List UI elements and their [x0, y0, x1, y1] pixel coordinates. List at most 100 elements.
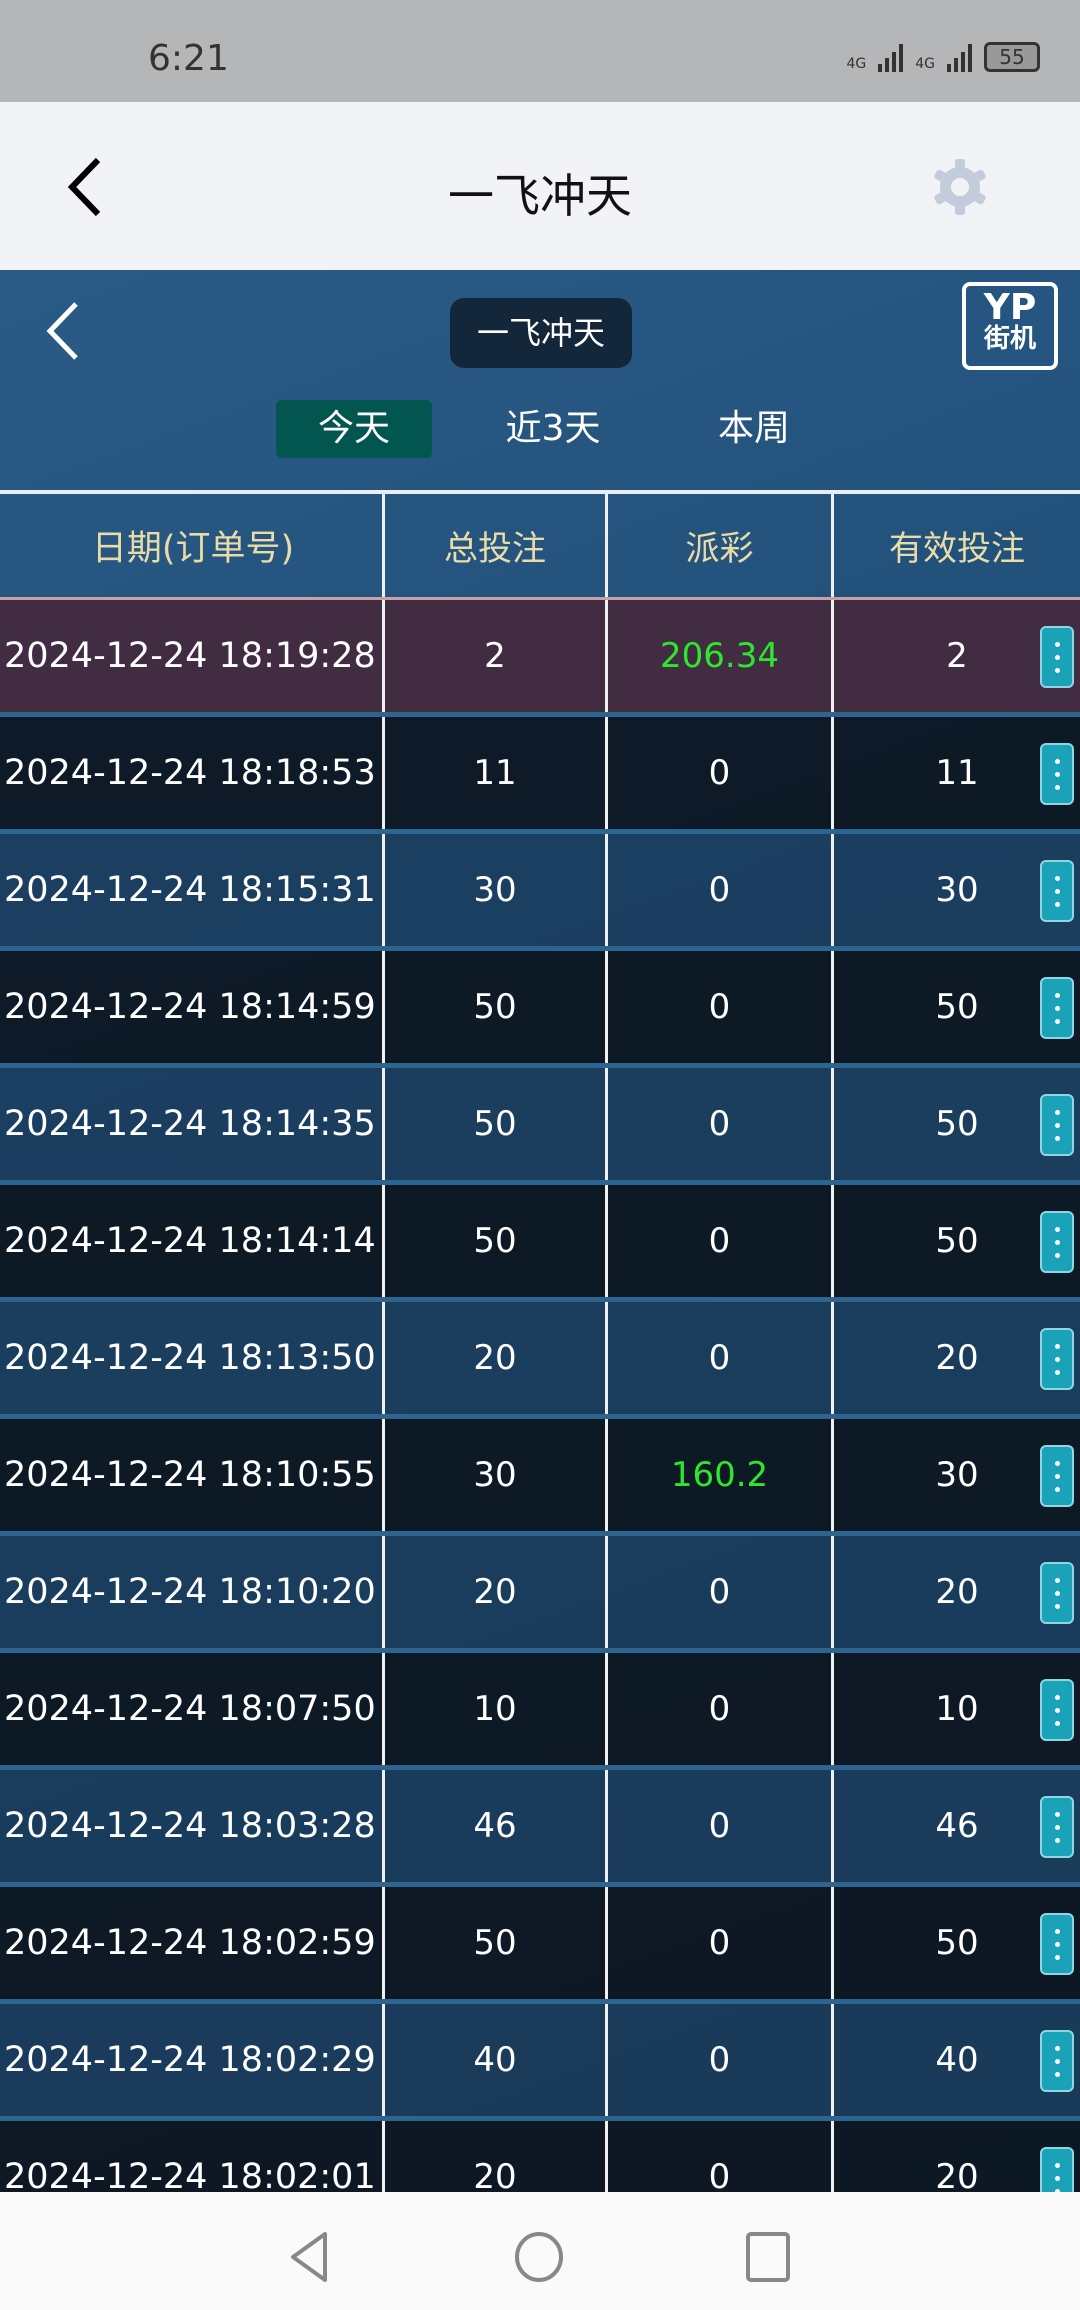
cell-payout: 0 [608, 1770, 834, 1882]
cell-bet: 20 [385, 2121, 608, 2192]
cell-valid: 20 [935, 1338, 979, 1378]
cell-valid: 30 [935, 1455, 979, 1495]
table-row: 2024-12-24 18:15:31 30 0 30 [0, 834, 1080, 951]
game-title: 一飞冲天 [450, 298, 632, 368]
nav-recents-icon[interactable] [745, 2230, 791, 2284]
header-bet: 总投注 [385, 494, 608, 597]
cell-date: 2024-12-24 18:02:29 [0, 2004, 385, 2116]
table-row: 2024-12-24 18:03:28 46 0 46 [0, 1770, 1080, 1887]
table-row: 2024-12-24 18:14:35 50 0 50 [0, 1068, 1080, 1185]
cell-valid: 50 [935, 1923, 979, 1963]
chevron-left-icon[interactable] [40, 296, 90, 366]
cell-bet: 46 [385, 1770, 608, 1882]
cell-date: 2024-12-24 18:14:35 [0, 1068, 385, 1180]
table-row: 2024-12-24 18:02:59 50 0 50 [0, 1887, 1080, 2004]
table-header: 日期(订单号) 总投注 派彩 有效投注 [0, 490, 1080, 600]
cell-bet: 11 [385, 717, 608, 829]
cell-valid: 20 [935, 1572, 979, 1612]
signal-bars-icon [878, 44, 904, 72]
table-row: 2024-12-24 18:18:53 11 0 11 [0, 717, 1080, 834]
tab-today[interactable]: 今天 [276, 400, 432, 458]
cell-bet: 20 [385, 1536, 608, 1648]
more-options-button[interactable] [1040, 1796, 1074, 1858]
cell-bet: 30 [385, 834, 608, 946]
tab-week[interactable]: 本周 [717, 408, 790, 449]
table-row: 2024-12-24 18:19:28 2 206.34 2 [0, 600, 1080, 717]
cell-date: 2024-12-24 18:02:59 [0, 1887, 385, 1999]
more-options-button[interactable] [1040, 860, 1074, 922]
yp-logo: YP 街机 [962, 282, 1058, 370]
cell-payout: 0 [608, 951, 834, 1063]
cell-payout: 0 [608, 2121, 834, 2192]
cell-valid: 11 [935, 753, 979, 793]
cell-bet: 2 [385, 600, 608, 712]
cell-valid: 2 [946, 636, 968, 676]
more-options-button[interactable] [1040, 1211, 1074, 1273]
chevron-left-icon[interactable] [60, 152, 120, 222]
signal-bars-icon [947, 44, 972, 72]
cell-payout: 0 [608, 1068, 834, 1180]
more-options-button[interactable] [1040, 626, 1074, 688]
cell-date: 2024-12-24 18:13:50 [0, 1302, 385, 1414]
gear-icon[interactable] [930, 157, 990, 217]
cell-valid: 40 [935, 2040, 979, 2080]
more-options-button[interactable] [1040, 1913, 1074, 1975]
cell-date: 2024-12-24 18:15:31 [0, 834, 385, 946]
system-nav-bar [0, 2192, 1080, 2310]
cell-valid: 50 [935, 987, 979, 1027]
cell-payout: 0 [608, 717, 834, 829]
more-options-button[interactable] [1040, 1562, 1074, 1624]
cell-date: 2024-12-24 18:03:28 [0, 1770, 385, 1882]
cell-bet: 50 [385, 1185, 608, 1297]
nav-home-icon[interactable] [513, 2230, 565, 2284]
more-options-button[interactable] [1040, 743, 1074, 805]
cell-date: 2024-12-24 18:14:14 [0, 1185, 385, 1297]
signal-icon: 4G [846, 56, 867, 72]
more-options-button[interactable] [1040, 1094, 1074, 1156]
status-bar: 6:21 4G 4G 55 [0, 0, 1080, 102]
cell-payout: 0 [608, 1887, 834, 1999]
more-options-button[interactable] [1040, 2030, 1074, 2092]
app-bar: 一飞冲天 [0, 102, 1080, 270]
status-icons: 4G 4G 55 [846, 42, 1040, 72]
date-tabs: 今天 近3天 本周 [0, 400, 1080, 460]
header-date: 日期(订单号) [0, 494, 385, 597]
cell-valid: 46 [935, 1806, 979, 1846]
tab-3days[interactable]: 近3天 [505, 408, 601, 449]
cell-valid: 50 [935, 1104, 979, 1144]
cell-bet: 10 [385, 1653, 608, 1765]
table-row: 2024-12-24 18:02:01 20 0 20 [0, 2121, 1080, 2192]
cell-bet: 20 [385, 1302, 608, 1414]
cell-payout: 160.2 [608, 1419, 834, 1531]
cell-bet: 50 [385, 951, 608, 1063]
table-row: 2024-12-24 18:14:14 50 0 50 [0, 1185, 1080, 1302]
table-row: 2024-12-24 18:13:50 20 0 20 [0, 1302, 1080, 1419]
cell-payout: 0 [608, 1653, 834, 1765]
cell-payout: 0 [608, 2004, 834, 2116]
cell-valid: 20 [935, 2157, 979, 2192]
table-row: 2024-12-24 18:07:50 10 0 10 [0, 1653, 1080, 1770]
status-time: 6:21 [148, 38, 229, 79]
cell-payout: 0 [608, 1536, 834, 1648]
more-options-button[interactable] [1040, 2147, 1074, 2192]
table-row: 2024-12-24 18:14:59 50 0 50 [0, 951, 1080, 1068]
cell-date: 2024-12-24 18:14:59 [0, 951, 385, 1063]
cell-bet: 40 [385, 2004, 608, 2116]
cell-payout: 0 [608, 834, 834, 946]
cell-date: 2024-12-24 18:10:20 [0, 1536, 385, 1648]
battery-icon: 55 [984, 42, 1040, 72]
game-panel: 一飞冲天 YP 街机 今天 近3天 本周 日期(订单号) 总投注 派彩 有效投注 … [0, 270, 1080, 2192]
cell-valid: 30 [935, 870, 979, 910]
table-row: 2024-12-24 18:10:55 30 160.2 30 [0, 1419, 1080, 1536]
more-options-button[interactable] [1040, 977, 1074, 1039]
signal-icon-2: 4G [915, 56, 935, 72]
more-options-button[interactable] [1040, 1679, 1074, 1741]
cell-date: 2024-12-24 18:19:28 [0, 600, 385, 712]
more-options-button[interactable] [1040, 1328, 1074, 1390]
more-options-button[interactable] [1040, 1445, 1074, 1507]
cell-valid: 10 [935, 1689, 979, 1729]
cell-date: 2024-12-24 18:07:50 [0, 1653, 385, 1765]
cell-bet: 50 [385, 1887, 608, 1999]
nav-back-icon[interactable] [285, 2230, 335, 2284]
cell-valid: 50 [935, 1221, 979, 1261]
